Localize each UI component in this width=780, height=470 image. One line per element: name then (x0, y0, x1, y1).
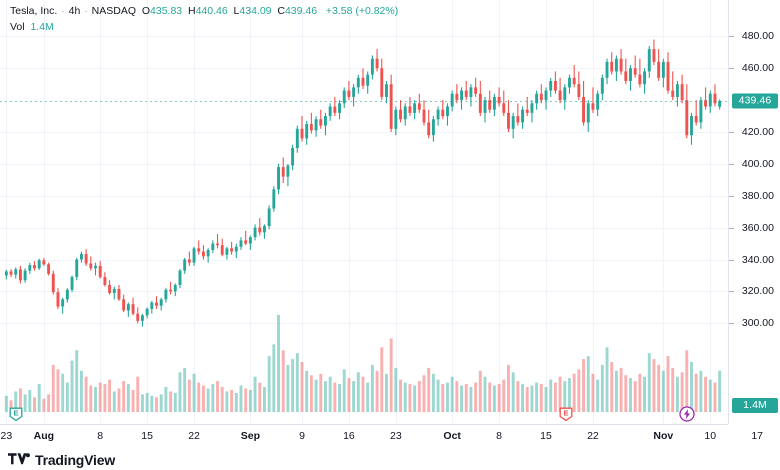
time-tick-label: 16 (343, 430, 355, 442)
time-tick-label: Oct (443, 430, 461, 442)
dividend-marker[interactable] (679, 406, 695, 422)
legend-low-value: 434.09 (239, 5, 272, 17)
legend-volume-label: Vol (10, 21, 25, 33)
price-tick-label: 340.00 (741, 253, 774, 266)
earnings-marker[interactable]: E (8, 406, 24, 422)
tradingview-brand-text: TradingView (35, 452, 116, 468)
price-tick-dash (729, 260, 734, 261)
volume-value-badge[interactable]: 1.4M (732, 398, 778, 413)
price-tick-dash (729, 36, 734, 37)
price-tick-label: 460.00 (741, 62, 774, 75)
tradingview-brand[interactable]: TradingView (8, 452, 115, 468)
price-tick-dash (729, 323, 734, 324)
legend-high-label: H (187, 5, 196, 17)
current-price-badge[interactable]: 439.46 (732, 93, 778, 109)
earnings-badge-icon: E (559, 407, 573, 422)
legend-volume-value: 1.4M (30, 21, 54, 33)
time-tick-label: 8 (97, 430, 104, 442)
legend-open-value: 435.83 (150, 5, 183, 17)
legend-symbol[interactable]: Tesla, Inc. (10, 5, 58, 17)
price-tick-label: 360.00 (741, 221, 774, 234)
time-tick-label: 8 (496, 430, 502, 442)
bolt-icon (679, 406, 695, 422)
svg-text:E: E (13, 409, 18, 418)
chart-legend: Tesla, Inc. · 4h · NASDAQ O435.83 H440.4… (10, 4, 398, 34)
price-tick-dash (729, 68, 734, 69)
legend-volume-row: Vol 1.4M (10, 20, 398, 34)
time-tick-label: Sep (240, 430, 260, 442)
time-tick-label: 10 (704, 430, 717, 442)
chart-gridlines (0, 0, 728, 424)
legend-open-label: O (141, 5, 151, 17)
earnings-badge-icon: E (9, 407, 23, 422)
time-tick-label: 15 (540, 430, 552, 442)
time-tick-label: 23 (390, 430, 402, 442)
earnings-marker[interactable]: E (558, 406, 574, 422)
time-tick-label: 17 (751, 430, 764, 442)
time-axis[interactable]: 23 Aug 8 15 22 Sep 9 16 23 Oct 8 15 22 Nov 10 17 (0, 424, 763, 448)
time-tick-label: Nov (653, 430, 674, 442)
legend-ohlc-row: Tesla, Inc. · 4h · NASDAQ O435.83 H440.4… (10, 4, 398, 18)
legend-close-label: C (277, 5, 285, 17)
price-tick-label: 300.00 (741, 317, 774, 330)
candlestick-series (0, 39, 728, 412)
time-tick-label: 22 (587, 430, 599, 442)
price-tick-label: 480.00 (741, 30, 774, 43)
legend-separator-1: · (61, 5, 65, 17)
price-tick-label: 320.00 (741, 285, 774, 298)
time-tick-label: 23 (0, 430, 13, 442)
svg-text:E: E (563, 409, 568, 418)
legend-close-value: 439.46 (284, 5, 318, 17)
price-tick-dash (729, 291, 734, 292)
legend-separator-2: · (84, 5, 88, 17)
legend-change: +3.58 (+0.82%) (325, 5, 399, 17)
time-tick-label: 22 (188, 430, 200, 442)
time-tick-label: 15 (141, 430, 153, 442)
price-tick-dash (729, 164, 734, 165)
price-tick-dash (729, 196, 734, 197)
price-tick-label: 400.00 (741, 157, 774, 170)
price-tick-label: 420.00 (741, 126, 774, 138)
price-tick-dash (729, 132, 734, 133)
price-tick-dash (729, 228, 734, 229)
legend-exchange: NASDAQ (91, 5, 136, 17)
chart-plot-area[interactable] (0, 0, 728, 424)
legend-interval[interactable]: 4h (68, 5, 81, 17)
price-axis[interactable]: 480.00 460.00 420.00 400.00 380.00 360.00 340.… (728, 0, 780, 424)
time-tick-label: 9 (299, 430, 305, 442)
price-tick-label: 380.00 (741, 189, 774, 202)
time-tick-label: Aug (33, 430, 55, 442)
legend-high-value: 440.46 (195, 5, 228, 17)
legend-low-label: L (233, 5, 240, 17)
tradingview-logo-icon (8, 453, 30, 465)
